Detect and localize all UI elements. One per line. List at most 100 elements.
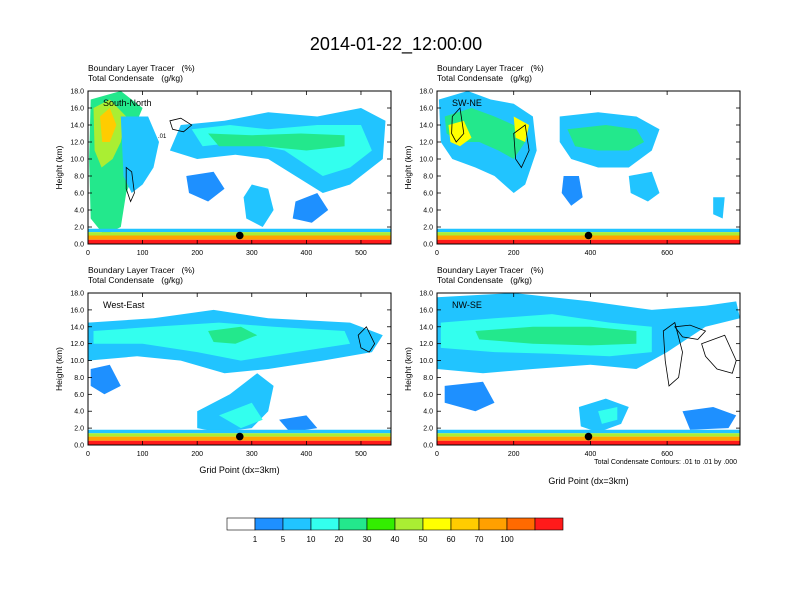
- x-axis-label: Grid Point (dx=3km): [548, 476, 628, 486]
- panel-bottom-right: 0 200 400 600 0.0 2.0 4.0 6.0 8.0 10.0 12.0 14.0 16.…: [403, 265, 741, 486]
- y-tick-label: 18.0: [70, 89, 84, 96]
- y-tick-label: 16.0: [419, 307, 433, 314]
- tracer-region: [628, 171, 660, 202]
- x-tick-label: 400: [301, 451, 313, 458]
- tracer-region: [598, 407, 618, 424]
- y-tick-label: 14.0: [70, 324, 84, 331]
- colorbar-label: 100: [500, 535, 514, 544]
- figure-title: 2014-01-22_12:00:00: [310, 34, 482, 55]
- x-tick-label: 100: [137, 250, 149, 257]
- cross-section-label: NW-SE: [452, 300, 482, 310]
- colorbar-label: 70: [475, 535, 484, 544]
- panel-header-condensate: Total Condensate (g/kg): [88, 275, 183, 285]
- y-tick-label: 2.0: [423, 426, 433, 433]
- y-tick-label: 0.0: [423, 443, 433, 450]
- panel-header-tracer: Boundary Layer Tracer (%): [88, 265, 195, 275]
- tracer-region: [186, 171, 225, 202]
- tracer-region: [88, 239, 391, 244]
- y-tick-label: 4.0: [423, 208, 433, 215]
- tracer-region: [208, 326, 258, 344]
- colorbar-label: 5: [281, 535, 286, 544]
- y-tick-label: 6.0: [423, 191, 433, 198]
- x-tick-label: 0: [86, 250, 90, 257]
- y-tick-label: 10.0: [419, 358, 433, 365]
- condensate-contour: [125, 166, 135, 203]
- y-tick-label: 12.0: [419, 341, 433, 348]
- colorbar-swatch: [338, 517, 368, 531]
- condensate-contour: [451, 107, 465, 143]
- y-tick-label: 10.0: [70, 358, 84, 365]
- tracer-region: [475, 326, 637, 346]
- y-tick-label: 8.0: [74, 174, 84, 181]
- x-tick-label: 600: [661, 250, 673, 257]
- shaded-field: [88, 309, 391, 445]
- y-tick-label: 18.0: [70, 291, 84, 298]
- y-tick-label: 14.0: [419, 123, 433, 130]
- shaded-field: [437, 91, 740, 244]
- colorbar-swatch: [254, 517, 284, 531]
- panels: .01 0 100 200 300 400 500 0.0 2.0 4.0 6.0 8.0 10.0 12…: [54, 63, 741, 486]
- panel-bottom-left: 0 100 200 300 400 500 0.0 2.0 4.0 6.0 8.0 10.0 12.0 1…: [54, 265, 392, 475]
- tracer-region: [90, 364, 121, 395]
- y-tick-label: 2.0: [74, 225, 84, 232]
- y-tick-label: 0.0: [423, 242, 433, 249]
- tracer-region: [292, 193, 329, 223]
- panel-header-tracer: Boundary Layer Tracer (%): [88, 63, 195, 73]
- y-tick-label: 6.0: [74, 392, 84, 399]
- colorbar-swatch: [450, 517, 480, 531]
- colorbar-label: 30: [363, 535, 372, 544]
- colorbar-label: 40: [391, 535, 400, 544]
- contour-label: .01: [158, 134, 167, 140]
- colorbar-label: 1: [253, 535, 258, 544]
- y-tick-label: 14.0: [70, 123, 84, 130]
- tracer-region: [100, 108, 117, 142]
- x-tick-label: 500: [355, 451, 367, 458]
- colorbar-swatch: [226, 517, 256, 531]
- tracer-region: [88, 429, 391, 434]
- condensate-contour: [674, 324, 707, 340]
- tracer-region: [444, 108, 526, 159]
- plot-frame: [436, 90, 741, 245]
- y-tick-label: 6.0: [423, 392, 433, 399]
- cross-section-label: SW-NE: [452, 98, 482, 108]
- cross-section-label: South-North: [103, 98, 152, 108]
- panel-header-tracer: Boundary Layer Tracer (%): [437, 265, 544, 275]
- y-tick-label: 8.0: [423, 375, 433, 382]
- tracer-region: [88, 440, 391, 445]
- cross-section-label: West-East: [103, 300, 145, 310]
- plot-frame: [436, 292, 741, 446]
- y-tick-label: 12.0: [419, 140, 433, 147]
- x-tick-label: 200: [191, 451, 203, 458]
- x-tick-label: 0: [86, 451, 90, 458]
- colorbar-swatch: [282, 517, 312, 531]
- colorbar-swatch: [394, 517, 424, 531]
- y-tick-label: 2.0: [423, 225, 433, 232]
- y-axis-label: Height (km): [403, 347, 413, 391]
- x-tick-label: 400: [585, 451, 597, 458]
- colorbar-label: 50: [419, 535, 428, 544]
- tracer-region: [567, 125, 645, 151]
- tracer-region: [437, 429, 740, 434]
- tracer-region: [713, 197, 725, 219]
- panel-top-right: 0 200 400 600 0.0 2.0 4.0 6.0 8.0 10.0 12.0 14.0 16.…: [403, 63, 741, 257]
- shaded-field: [437, 293, 740, 445]
- tracer-region: [88, 228, 391, 233]
- tracer-region: [279, 415, 318, 433]
- tracer-region: [682, 407, 737, 430]
- location-marker: [584, 231, 593, 240]
- tracer-region: [437, 239, 740, 244]
- panel-header-condensate: Total Condensate (g/kg): [437, 73, 532, 83]
- x-tick-label: 300: [246, 250, 258, 257]
- colorbar-label: 10: [307, 535, 316, 544]
- y-tick-label: 14.0: [419, 324, 433, 331]
- y-tick-label: 16.0: [419, 106, 433, 113]
- location-marker: [584, 432, 593, 441]
- tracer-region: [243, 184, 274, 227]
- colorbar-swatch: [506, 517, 536, 531]
- x-tick-label: 500: [355, 250, 367, 257]
- y-tick-label: 12.0: [70, 341, 84, 348]
- tracer-region: [437, 228, 740, 233]
- y-axis-label: Height (km): [403, 145, 413, 189]
- y-axis-label: Height (km): [54, 347, 64, 391]
- panel-header-condensate: Total Condensate (g/kg): [437, 275, 532, 285]
